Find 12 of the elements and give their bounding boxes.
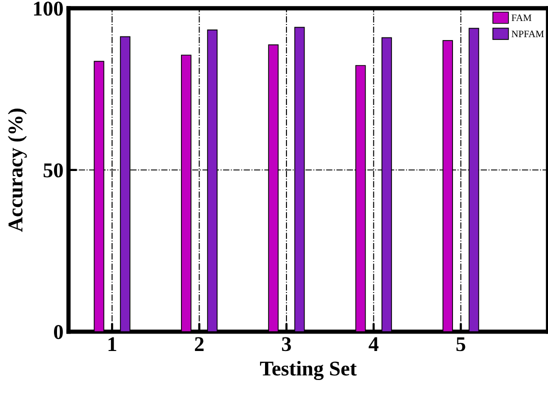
y-tick-label: 100 xyxy=(34,2,63,16)
y-tick-label: 0 xyxy=(54,325,63,340)
legend-label: FAM xyxy=(512,14,532,21)
y-axis-title: Accuracy (%) xyxy=(8,108,27,232)
legend-label: NPFAM xyxy=(512,30,544,38)
x-tick-label: 2 xyxy=(194,337,204,351)
x-axis-title: Testing Set xyxy=(260,360,357,380)
y-tick-label: 50 xyxy=(44,163,63,178)
x-tick-label: 1 xyxy=(108,337,116,351)
x-tick-label: 4 xyxy=(368,337,378,351)
x-tick-label: 3 xyxy=(282,337,291,352)
x-tick-label: 5 xyxy=(456,337,466,352)
